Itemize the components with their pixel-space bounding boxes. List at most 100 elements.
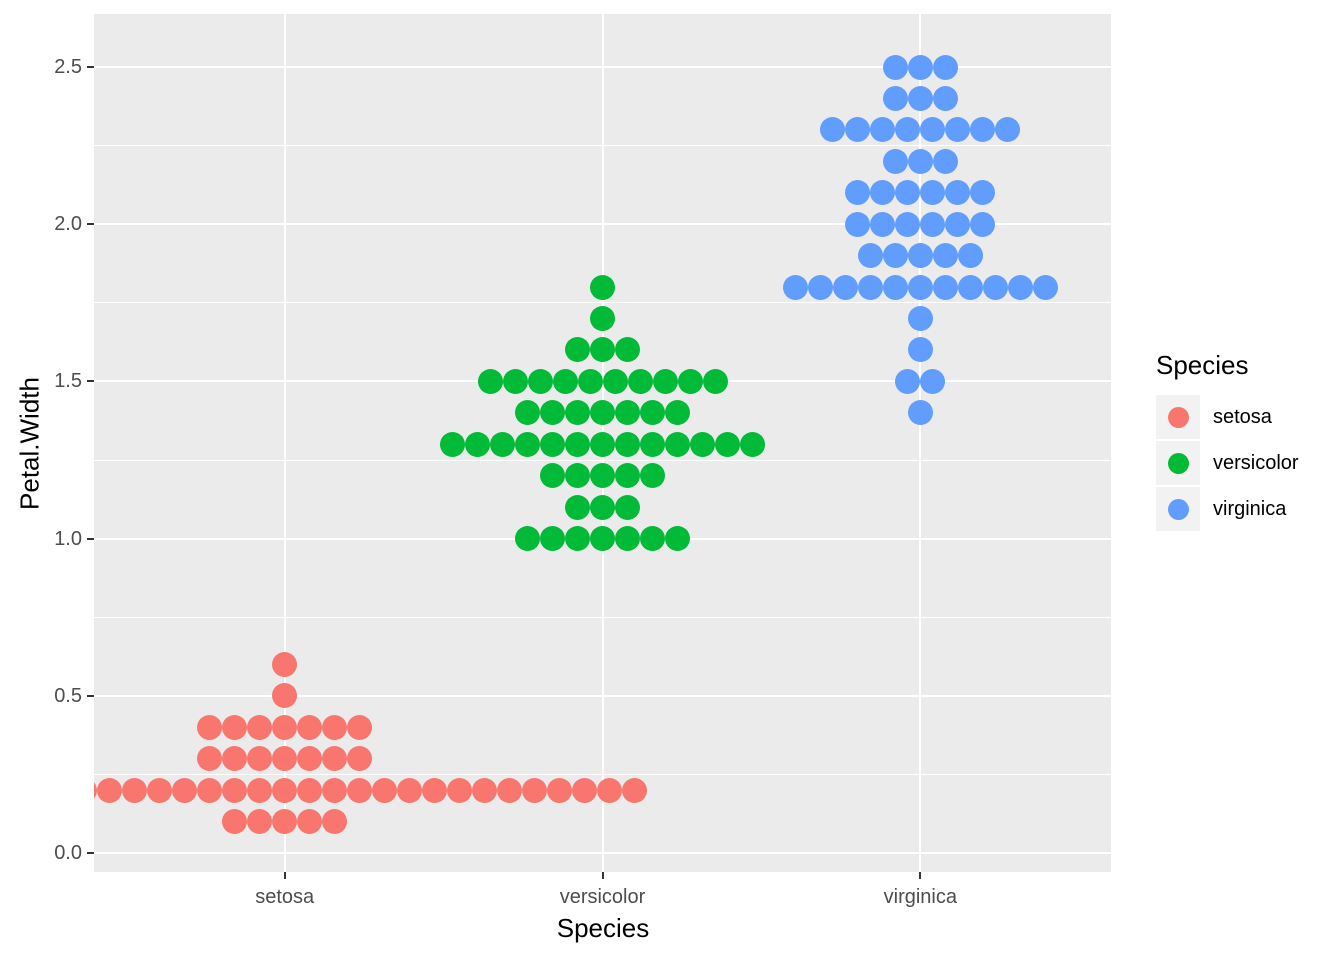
data-point-versicolor [715,431,740,457]
data-point-virginica [970,117,996,143]
data-point-versicolor [590,274,615,300]
data-point-virginica [907,148,933,174]
data-point-setosa [247,746,273,772]
data-point-virginica [857,243,883,269]
data-point-virginica [870,211,896,237]
data-point-setosa [272,809,298,835]
data-point-virginica [907,337,933,363]
data-point-setosa [322,746,348,772]
data-point-versicolor [615,431,640,457]
x-tick-label-virginica: virginica [883,886,957,908]
data-point-setosa [297,777,323,803]
data-point-setosa [322,714,348,740]
data-point-versicolor [615,463,640,489]
x-tick-label-versicolor: versicolor [559,886,646,908]
data-point-setosa [372,777,398,803]
data-point-versicolor [615,337,640,363]
legend-key [1156,441,1200,485]
data-point-virginica [870,180,896,206]
data-point-setosa [322,809,348,835]
data-point-versicolor [565,400,590,426]
legend-dot-virginica [1167,498,1189,520]
data-point-virginica [932,148,958,174]
data-point-versicolor [515,400,540,426]
data-point-virginica [1007,274,1033,300]
data-point-versicolor [590,400,615,426]
data-point-versicolor [590,463,615,489]
y-tick-mark [87,223,94,226]
legend-entry-setosa: setosa [1156,395,1299,439]
y-tick-mark [87,66,94,68]
legend-dot-setosa [1167,406,1189,428]
data-point-virginica [782,274,808,300]
category-gridline [283,14,286,872]
data-point-setosa [272,746,298,772]
data-point-virginica [920,117,946,143]
data-point-virginica [882,85,908,111]
data-point-versicolor [640,463,665,489]
data-point-setosa [272,777,298,803]
legend-key [1156,487,1200,531]
data-point-versicolor [502,368,528,394]
data-point-virginica [870,117,896,143]
data-point-virginica [907,400,933,426]
data-point-setosa [94,777,98,803]
data-point-versicolor [615,400,640,426]
legend-key [1156,395,1200,439]
data-point-versicolor [515,431,540,457]
data-point-setosa [272,714,298,740]
plot-panel [94,14,1111,872]
legend-entry-virginica: virginica [1156,487,1299,531]
data-point-virginica [945,180,971,206]
data-point-versicolor [640,400,665,426]
data-point-virginica [920,180,946,206]
data-point-virginica [932,85,958,111]
data-point-virginica [932,243,958,269]
data-point-virginica [920,211,946,237]
data-point-versicolor [702,368,728,394]
data-point-virginica [957,243,983,269]
x-tick-label-setosa: setosa [255,886,315,908]
data-point-versicolor [627,368,653,394]
data-point-virginica [820,117,846,143]
data-point-setosa [97,777,123,803]
y-tick-mark [87,380,94,383]
data-point-versicolor [565,494,590,520]
data-point-virginica [907,243,933,269]
data-point-setosa [297,809,323,835]
data-point-versicolor [565,526,590,552]
data-point-virginica [895,211,921,237]
legend-label: setosa [1213,405,1272,428]
data-point-virginica [907,274,933,300]
data-point-versicolor [590,494,615,520]
data-point-setosa [597,777,623,803]
legend-entry-versicolor: versicolor [1156,441,1299,485]
data-point-versicolor [552,368,578,394]
data-point-versicolor [465,431,490,457]
legend-label: versicolor [1213,451,1299,474]
data-point-setosa [247,714,273,740]
data-point-versicolor [540,400,565,426]
data-point-setosa [172,777,198,803]
data-point-setosa [522,777,548,803]
data-point-setosa [222,777,248,803]
legend-label: virginica [1213,497,1287,520]
data-point-virginica [995,117,1021,143]
data-point-virginica [945,117,971,143]
y-tick-mark [87,852,94,854]
data-point-virginica [907,306,933,332]
y-axis-title: Petal.Width [14,377,45,510]
data-point-versicolor [640,526,665,552]
data-point-versicolor [665,400,690,426]
data-point-setosa [222,714,248,740]
data-point-versicolor [665,526,690,552]
data-point-virginica [982,274,1008,300]
data-point-virginica [1032,274,1058,300]
data-point-versicolor [590,306,615,332]
y-tick-label: 1.5 [54,370,82,393]
data-point-virginica [920,368,946,394]
data-point-setosa [247,809,273,835]
legend: Species setosa versicolor virginica [1156,350,1299,533]
data-point-virginica [957,274,983,300]
data-point-versicolor [690,431,715,457]
